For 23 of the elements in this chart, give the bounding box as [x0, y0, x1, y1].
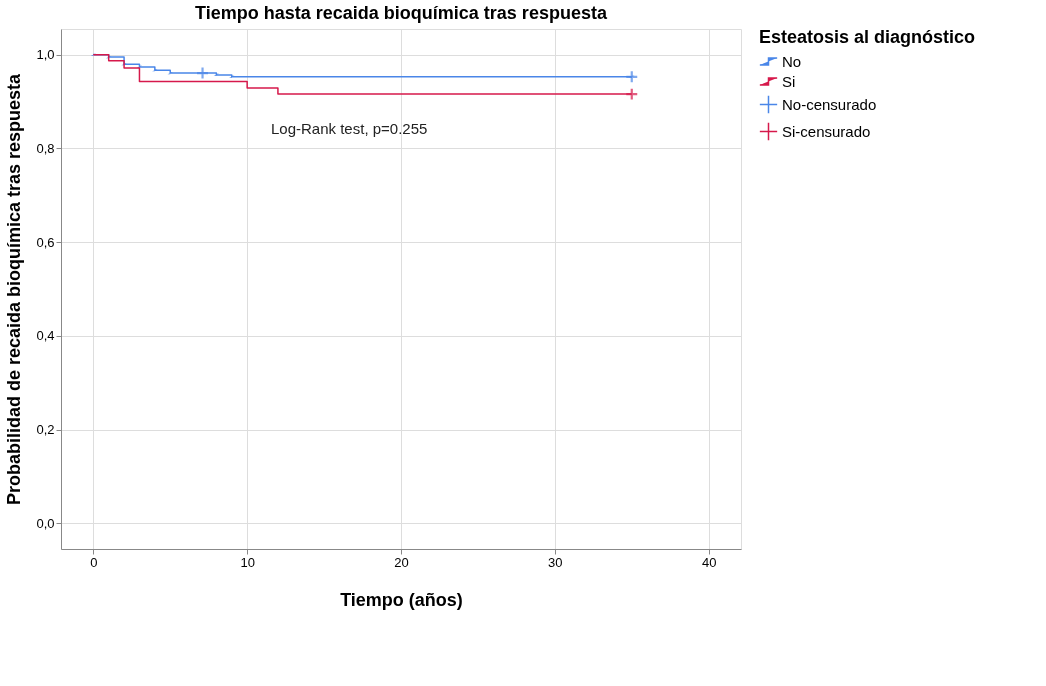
y-tick-label: 1,0 — [36, 47, 55, 63]
x-tick-label: 20 — [394, 554, 409, 570]
x-tick-label: 10 — [240, 554, 255, 570]
annotation: Log-Rank test, p=0.255 — [271, 120, 428, 137]
x-tick-label: 0 — [90, 554, 98, 570]
point — [625, 70, 639, 84]
chart-title: Tiempo hasta recaida bioquímica tras respuesta — [195, 3, 608, 23]
legend-title: Esteatosis al diagnóstico — [759, 27, 976, 47]
y-tick-label: 0,6 — [36, 234, 55, 250]
y-tick-label: 0,8 — [36, 140, 55, 156]
y-tick-label: 0,2 — [36, 422, 55, 438]
legend-label: No — [782, 52, 802, 70]
legend-label: Si — [782, 72, 796, 90]
x-tick-label: 30 — [548, 554, 563, 570]
y-tick-label: 0,4 — [36, 328, 55, 344]
legend-label: Si-censurado — [782, 122, 871, 140]
point — [195, 66, 210, 80]
legend-label: No-censurado — [782, 95, 877, 113]
x-tick-label: 40 — [701, 554, 717, 570]
point — [625, 87, 639, 101]
y-axis-title: Probabilidad de recaida bioquímica tras respuesta — [4, 72, 25, 506]
y-tick-label: 0,0 — [36, 515, 55, 531]
x-axis-title: Tiempo (años) — [340, 589, 463, 610]
